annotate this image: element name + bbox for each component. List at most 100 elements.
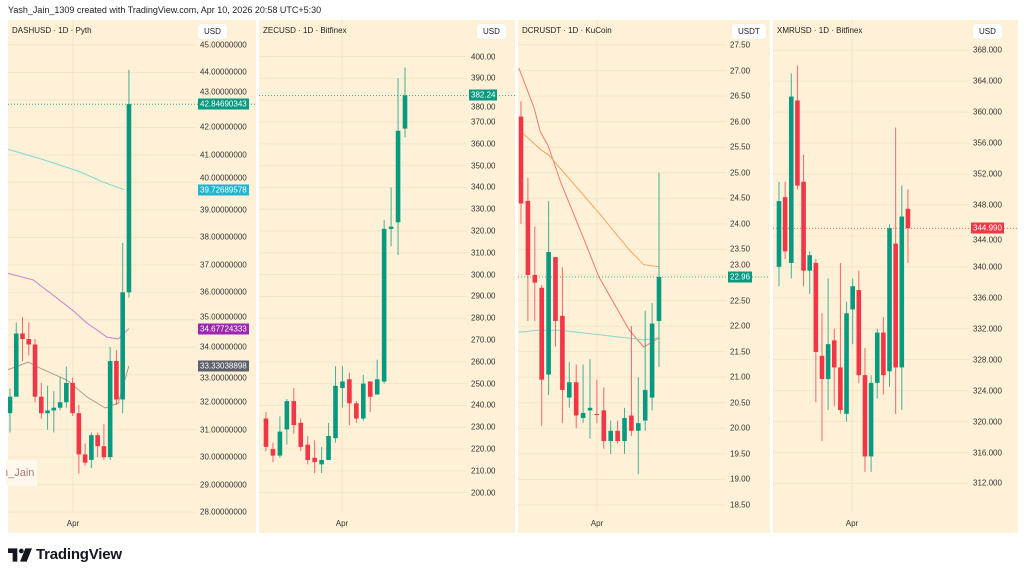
y-tick-label: 320.000 <box>973 417 1002 427</box>
candle <box>402 67 408 138</box>
y-tick-label: 340.00 <box>471 182 496 192</box>
y-tick-label: 32.00000000 <box>200 397 247 407</box>
currency-button[interactable]: USD <box>198 24 227 39</box>
y-tick-label: 22.50 <box>730 296 751 305</box>
candle-body <box>539 287 544 380</box>
y-tick-label: 43.00000000 <box>200 87 247 97</box>
moving-average-line <box>8 272 130 340</box>
candle-body <box>395 130 401 223</box>
candle-body <box>801 181 806 271</box>
candle-body <box>277 431 283 456</box>
y-tick-label: 24.50 <box>730 193 751 203</box>
candle <box>26 322 32 356</box>
y-tick-label: 250.00 <box>471 379 496 389</box>
y-tick-label: 30.00000000 <box>200 452 247 462</box>
symbol-title[interactable]: DASHUSD · 1D · Pyth <box>12 26 92 35</box>
y-tick-label: 41.00000000 <box>200 150 247 160</box>
candle <box>801 154 806 287</box>
candle-body <box>326 435 331 460</box>
y-tick-label: 348.000 <box>973 200 1002 210</box>
candle-body <box>642 389 648 421</box>
candle-body <box>905 208 911 229</box>
y-tick-label: 230.00 <box>471 422 496 432</box>
candle <box>95 432 100 458</box>
chart-panel[interactable]: 27.50 27.00 26.50 26.00 25.50 25.00 24.50 24.00… <box>518 20 770 533</box>
chart-canvas[interactable] <box>259 20 515 533</box>
chart-panel[interactable]: 400.00 390.00 380.00 370.00 360.00 350.00 340.… <box>259 20 515 533</box>
candle <box>319 446 324 474</box>
candle <box>553 257 558 347</box>
candle-body <box>893 243 898 368</box>
candle-body <box>573 382 579 416</box>
chart-canvas[interactable] <box>518 20 770 533</box>
candle <box>893 127 898 414</box>
candle <box>905 189 911 263</box>
symbol-title[interactable]: DCRUSDT · 1D · KuCoin <box>522 26 612 35</box>
candle-body <box>862 375 868 457</box>
y-tick-label: 220.00 <box>471 444 496 454</box>
y-tick-label: 368.000 <box>973 45 1002 55</box>
candle <box>340 366 345 408</box>
chart-panel[interactable]: 368.000 364.000 360.000 356.000 352.000 348.0… <box>773 20 1018 533</box>
chart-canvas[interactable] <box>8 20 256 533</box>
candle <box>622 407 627 454</box>
candle <box>573 364 579 429</box>
x-tick-label: Apr <box>335 519 349 528</box>
watermark: n_Jain <box>6 460 37 486</box>
candle-body <box>831 340 837 368</box>
candle <box>868 375 874 472</box>
candle <box>291 388 297 434</box>
candle-body <box>381 228 387 382</box>
y-tick-label: 27.00 <box>730 66 751 76</box>
candle-body <box>788 96 794 263</box>
candle-body <box>615 430 620 442</box>
candle-body <box>374 379 380 395</box>
currency-button[interactable]: USD <box>973 24 1002 39</box>
y-tick-label: 31.00000000 <box>200 425 247 435</box>
candle-body <box>776 201 782 267</box>
y-tick-label: 310.00 <box>471 248 496 258</box>
candle-body <box>101 446 107 458</box>
candle-body <box>95 435 100 447</box>
chart-canvas[interactable] <box>773 20 1018 533</box>
candle-body <box>312 457 317 463</box>
candle-body <box>45 410 50 414</box>
candle <box>862 348 868 472</box>
candle <box>298 418 304 452</box>
candle-body <box>347 379 352 404</box>
candle-body <box>126 104 132 293</box>
currency-button[interactable]: USDT <box>732 24 766 39</box>
candle-body <box>367 381 373 397</box>
candle-body <box>305 444 310 460</box>
candle <box>374 359 380 395</box>
candle <box>347 372 352 426</box>
candle <box>776 181 782 287</box>
y-tick-label: 240.00 <box>471 400 496 410</box>
candle-body <box>70 382 75 414</box>
candle-body <box>263 418 269 447</box>
tradingview-logo[interactable]: TradingView <box>8 546 122 563</box>
y-tick-label: 24.00 <box>730 219 751 229</box>
y-tick-label: 290.00 <box>471 291 496 301</box>
candle <box>539 285 544 426</box>
currency-button[interactable]: USD <box>477 24 506 39</box>
symbol-title[interactable]: ZECUSD · 1D · Bitfinex <box>263 26 347 35</box>
symbol-title[interactable]: XMRUSD · 1D · Bitfinex <box>777 26 863 35</box>
candle <box>587 359 593 439</box>
candle <box>899 185 905 410</box>
indicator-price-label: 39.72689578 <box>198 184 249 196</box>
candle-body <box>887 228 892 372</box>
y-tick-label: 20.00 <box>730 423 751 433</box>
candle <box>354 401 359 423</box>
chart-panel[interactable]: 45.00000000 44.00000000 43.00000000 42.0000… <box>8 20 256 533</box>
candle <box>656 172 662 367</box>
y-tick-label: 328.000 <box>973 355 1002 365</box>
candle-body <box>899 216 905 368</box>
moving-average-line <box>518 329 660 341</box>
candle <box>518 101 524 224</box>
candle <box>560 267 565 424</box>
candle-body <box>114 360 119 400</box>
candle-body <box>629 415 634 431</box>
candle-body <box>546 251 551 375</box>
y-tick-label: 27.50 <box>730 40 751 50</box>
